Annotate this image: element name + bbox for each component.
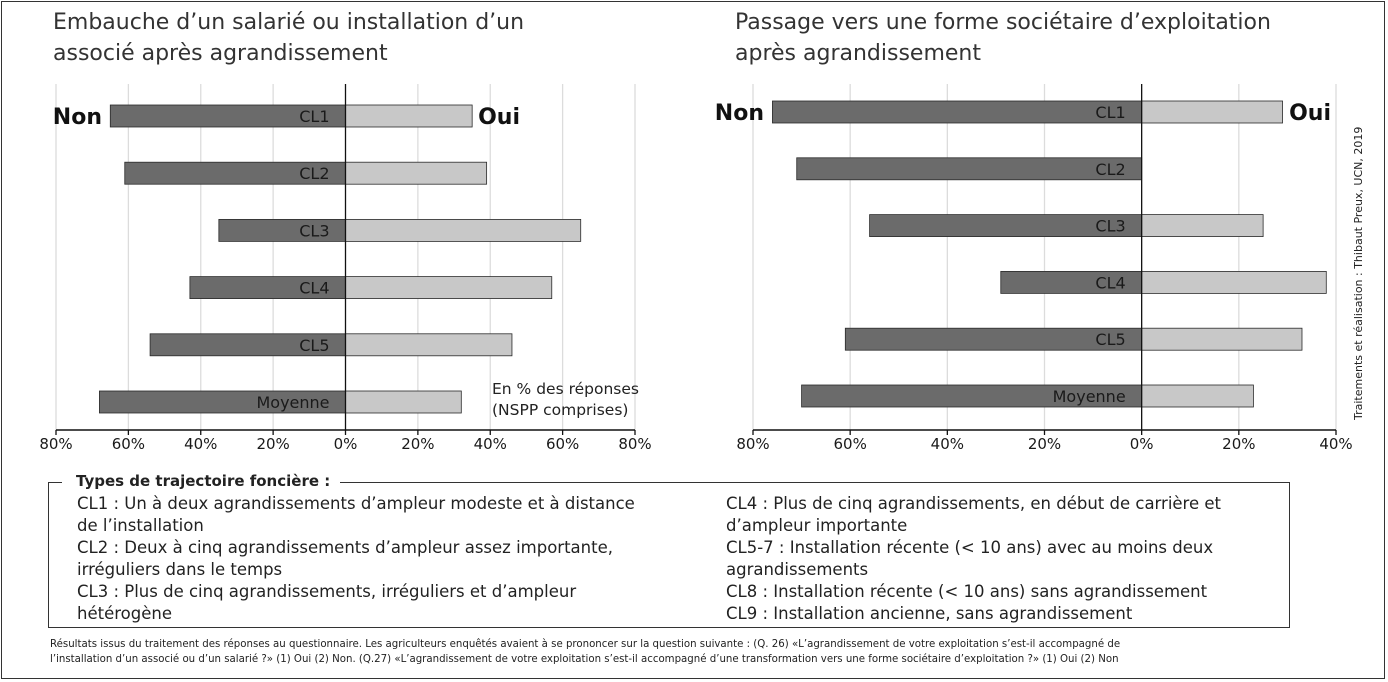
legend-item: CL8 : Installation récente (< 10 ans) sa… xyxy=(726,582,1208,601)
series-label-oui: Oui xyxy=(478,105,520,130)
credit-text: Traitements et réalisation : Thibaut Pre… xyxy=(1352,126,1365,420)
chart2-title: Passage vers une forme sociétaire d’expl… xyxy=(735,7,1271,69)
category-label: CL1 xyxy=(299,107,329,126)
x-tick-label: 20% xyxy=(256,435,289,453)
x-tick-label: 20% xyxy=(1028,435,1061,453)
chart1-title-line1: Embauche d’un salarié ou installation d’… xyxy=(53,10,525,35)
bar-oui xyxy=(1141,327,1303,351)
chart1-plot: CL1 CL2 CL3 CL4 CL5 Moyenne 80% 60% 40% 20% 0% 20% 4… xyxy=(39,84,652,453)
legend-item: de l’installation xyxy=(77,516,204,535)
chart1-annotation: En % des réponses (NSPP comprises) xyxy=(492,379,639,421)
legend-left-column: CL1 : Un à deux agrandissements d’ampleu… xyxy=(77,493,697,625)
chart1-title-line2: associé après agrandissement xyxy=(53,41,388,66)
source-note-line2: l’installation d’un associé ou d’un sala… xyxy=(50,654,1119,665)
series-label-oui: Oui xyxy=(1289,101,1331,126)
bar-non xyxy=(772,100,1143,124)
legend-item: hétérogène xyxy=(77,604,172,623)
series-label-non: Non xyxy=(715,101,764,126)
x-tick-label: 20% xyxy=(1222,435,1255,453)
category-label: CL2 xyxy=(1095,160,1125,179)
source-note: Résultats issus du traitement des répons… xyxy=(50,637,1360,667)
bar-oui xyxy=(1141,100,1283,124)
x-tick-label: 0% xyxy=(334,435,358,453)
category-label: Moyenne xyxy=(1053,387,1126,406)
category-label: CL2 xyxy=(299,164,329,183)
chart2-plot: CL1 CL2 CL3 CL4 CL5 Moyenne 80% 60% 40% 20% 0% 20% 4… xyxy=(715,84,1353,453)
x-tick-label: 0% xyxy=(1130,435,1154,453)
legend-title: Types de trajectoire foncière : xyxy=(62,470,341,492)
legend-item: CL1 : Un à deux agrandissements d’ampleu… xyxy=(77,494,635,513)
series-label-non: Non xyxy=(53,105,102,130)
x-tick-label: 60% xyxy=(833,435,866,453)
chart2-title-line2: après agrandissement xyxy=(735,41,981,66)
chart1-annotation-line1: En % des réponses xyxy=(492,380,639,398)
x-tick-label: 40% xyxy=(474,435,507,453)
legend-right-column: CL4 : Plus de cinq agrandissements, en d… xyxy=(726,493,1286,625)
x-tick-label: 60% xyxy=(546,435,579,453)
legend-item: CL2 : Deux à cinq agrandissements d’ampl… xyxy=(77,538,613,557)
category-label: CL3 xyxy=(299,221,329,240)
legend-item: CL5-7 : Installation récente (< 10 ans) … xyxy=(726,538,1214,557)
legend-item: CL9 : Installation ancienne, sans agrand… xyxy=(726,604,1133,623)
legend-item: d’ampleur importante xyxy=(726,516,908,535)
source-note-line1: Résultats issus du traitement des répons… xyxy=(50,639,1121,650)
x-tick-label: 40% xyxy=(1319,435,1352,453)
chart1-annotation-line2: (NSPP comprises) xyxy=(492,401,629,419)
legend-item: CL4 : Plus de cinq agrandissements, en d… xyxy=(726,494,1221,513)
x-tick-label: 80% xyxy=(618,435,651,453)
bar-oui xyxy=(1141,214,1264,238)
category-label: Moyenne xyxy=(256,393,329,412)
bar-oui xyxy=(1141,270,1327,294)
x-tick-label: 80% xyxy=(736,435,769,453)
category-label: CL3 xyxy=(1095,217,1125,236)
bar-non xyxy=(796,157,1143,181)
x-tick-label: 60% xyxy=(112,435,145,453)
bar-oui xyxy=(1141,384,1254,408)
category-label: CL5 xyxy=(299,336,329,355)
x-tick-label: 20% xyxy=(401,435,434,453)
x-tick-label: 40% xyxy=(931,435,964,453)
legend-box xyxy=(48,482,1290,628)
chart1-title: Embauche d’un salarié ou installation d’… xyxy=(53,7,524,69)
x-tick-label: 40% xyxy=(184,435,217,453)
category-label: CL4 xyxy=(1095,273,1125,292)
x-tick-label: 80% xyxy=(39,435,72,453)
category-label: CL4 xyxy=(299,279,329,298)
legend-item: agrandissements xyxy=(726,560,869,579)
chart2-title-line1: Passage vers une forme sociétaire d’expl… xyxy=(735,10,1271,35)
category-label: CL5 xyxy=(1095,330,1125,349)
legend-item: CL3 : Plus de cinq agrandissements, irré… xyxy=(77,582,577,601)
legend-item: irréguliers dans le temps xyxy=(77,560,283,579)
category-label: CL1 xyxy=(1095,103,1125,122)
